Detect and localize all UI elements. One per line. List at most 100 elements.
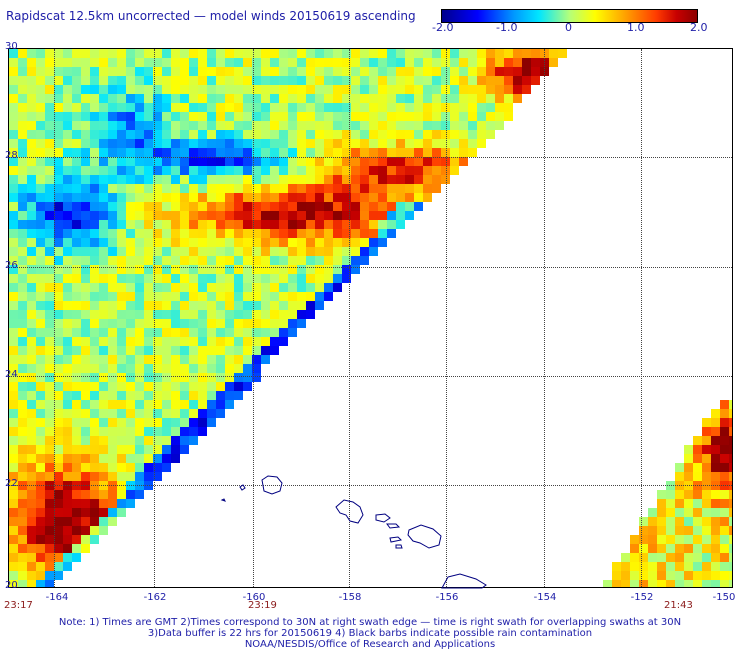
wind-cell xyxy=(18,553,27,562)
wind-cell xyxy=(378,130,387,139)
wind-cell xyxy=(441,112,450,121)
wind-cell xyxy=(81,454,90,463)
wind-cell xyxy=(306,301,315,310)
wind-cell xyxy=(27,319,36,328)
wind-cell xyxy=(144,256,153,265)
wind-cell xyxy=(153,94,162,103)
wind-cell xyxy=(252,283,261,292)
wind-cell xyxy=(180,157,189,166)
wind-cell xyxy=(234,382,243,391)
wind-cell xyxy=(54,508,63,517)
wind-cell xyxy=(90,274,99,283)
wind-cell xyxy=(270,49,279,58)
wind-cell xyxy=(216,292,225,301)
wind-cell xyxy=(198,121,207,130)
wind-cell xyxy=(63,58,72,67)
wind-cell xyxy=(144,130,153,139)
wind-cell xyxy=(477,121,486,130)
wind-cell xyxy=(306,256,315,265)
wind-cell xyxy=(657,571,666,580)
wind-cell xyxy=(99,202,108,211)
wind-cell xyxy=(99,490,108,499)
wind-cell xyxy=(387,157,396,166)
wind-cell xyxy=(414,130,423,139)
wind-cell xyxy=(324,247,333,256)
wind-cell xyxy=(108,94,117,103)
wind-cell xyxy=(90,103,99,112)
wind-cell xyxy=(252,121,261,130)
wind-cell xyxy=(243,148,252,157)
wind-cell xyxy=(36,463,45,472)
wind-cell xyxy=(270,112,279,121)
wind-cell xyxy=(90,49,99,58)
wind-cell xyxy=(306,103,315,112)
wind-cell xyxy=(270,211,279,220)
wind-cell xyxy=(189,148,198,157)
wind-cell xyxy=(90,238,99,247)
wind-cell xyxy=(45,445,54,454)
wind-cell xyxy=(450,157,459,166)
longitude-label: -162 xyxy=(143,592,167,603)
wind-cell xyxy=(171,427,180,436)
wind-cell xyxy=(351,157,360,166)
wind-cell xyxy=(180,58,189,67)
wind-cell xyxy=(72,373,81,382)
wind-cell xyxy=(720,553,729,562)
wind-cell xyxy=(90,193,99,202)
wind-cell xyxy=(27,67,36,76)
wind-cell xyxy=(423,157,432,166)
wind-cell xyxy=(27,265,36,274)
wind-cell xyxy=(405,76,414,85)
wind-cell xyxy=(702,526,711,535)
wind-cell xyxy=(396,85,405,94)
wind-cell xyxy=(207,58,216,67)
wind-cell xyxy=(18,391,27,400)
wind-cell xyxy=(126,211,135,220)
wind-cell xyxy=(243,58,252,67)
wind-cell xyxy=(252,94,261,103)
wind-cell xyxy=(72,229,81,238)
wind-cell xyxy=(54,148,63,157)
wind-cell xyxy=(252,157,261,166)
wind-cell xyxy=(99,454,108,463)
wind-cell xyxy=(108,148,117,157)
wind-cell xyxy=(288,274,297,283)
wind-cell xyxy=(684,526,693,535)
wind-cell xyxy=(279,85,288,94)
wind-cell xyxy=(135,409,144,418)
wind-cell xyxy=(18,526,27,535)
wind-cell xyxy=(45,526,54,535)
wind-cell xyxy=(63,139,72,148)
wind-cell xyxy=(108,436,117,445)
wind-cell xyxy=(153,445,162,454)
wind-cell xyxy=(153,130,162,139)
wind-cell xyxy=(342,139,351,148)
wind-cell xyxy=(333,256,342,265)
wind-cell xyxy=(171,418,180,427)
wind-cell xyxy=(468,58,477,67)
wind-cell xyxy=(126,391,135,400)
wind-cell xyxy=(261,355,270,364)
wind-cell xyxy=(180,211,189,220)
wind-cell xyxy=(18,256,27,265)
wind-cell xyxy=(63,121,72,130)
wind-cell xyxy=(63,328,72,337)
wind-cell xyxy=(288,157,297,166)
wind-cell xyxy=(333,274,342,283)
wind-cell xyxy=(279,274,288,283)
wind-cell xyxy=(315,238,324,247)
wind-cell xyxy=(360,112,369,121)
wind-cell xyxy=(468,94,477,103)
wind-cell xyxy=(216,265,225,274)
wind-cell xyxy=(54,76,63,85)
wind-cell xyxy=(207,67,216,76)
wind-cell xyxy=(72,526,81,535)
wind-cell xyxy=(324,139,333,148)
wind-cell xyxy=(126,382,135,391)
wind-cell xyxy=(135,427,144,436)
wind-cell xyxy=(162,58,171,67)
wind-cell xyxy=(684,472,693,481)
wind-cell xyxy=(54,94,63,103)
wind-cell xyxy=(9,418,18,427)
wind-cell xyxy=(135,301,144,310)
